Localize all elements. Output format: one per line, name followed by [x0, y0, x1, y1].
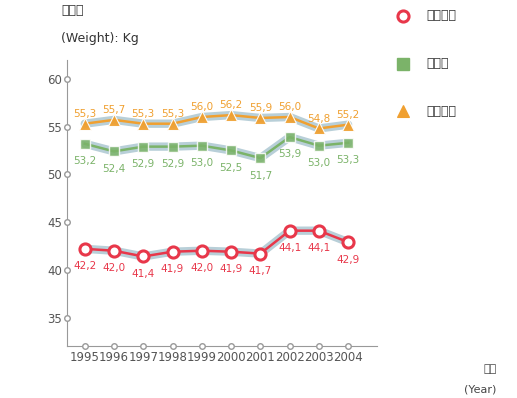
Text: 52,5: 52,5 — [219, 163, 242, 173]
Text: (Weight): Kg: (Weight): Kg — [61, 32, 139, 45]
Text: 42,0: 42,0 — [102, 263, 126, 273]
Text: 52,9: 52,9 — [161, 159, 184, 169]
Text: 51,7: 51,7 — [249, 170, 272, 181]
Text: 53,9: 53,9 — [278, 150, 301, 160]
Text: 53,3: 53,3 — [337, 155, 360, 165]
Text: 52,4: 52,4 — [102, 164, 126, 174]
Text: 53,0: 53,0 — [307, 158, 330, 168]
Text: 56,2: 56,2 — [219, 100, 242, 110]
Text: 41,9: 41,9 — [161, 264, 184, 274]
Text: 55,2: 55,2 — [337, 110, 360, 120]
Text: 55,3: 55,3 — [132, 109, 155, 119]
Text: 몸무게: 몸무게 — [61, 4, 84, 17]
Text: 55,3: 55,3 — [73, 109, 96, 119]
Text: 연도: 연도 — [483, 364, 496, 374]
Text: 55,3: 55,3 — [161, 109, 184, 119]
Text: 초등학교: 초등학교 — [427, 10, 457, 22]
Text: 41,4: 41,4 — [132, 269, 155, 279]
Text: 55,9: 55,9 — [249, 103, 272, 113]
Text: 55,7: 55,7 — [102, 105, 126, 115]
Text: 42,9: 42,9 — [337, 255, 360, 265]
Text: 56,0: 56,0 — [278, 102, 301, 112]
Text: 53,0: 53,0 — [190, 158, 214, 168]
Text: 고등학교: 고등학교 — [427, 105, 457, 118]
Text: 41,7: 41,7 — [249, 266, 272, 276]
Text: 41,9: 41,9 — [219, 264, 242, 274]
Text: 53,2: 53,2 — [73, 156, 96, 166]
Text: 44,1: 44,1 — [278, 243, 301, 253]
Text: 54,8: 54,8 — [307, 114, 330, 124]
Text: 42,0: 42,0 — [190, 263, 214, 273]
Text: 52,9: 52,9 — [132, 159, 155, 169]
Text: 중학교: 중학교 — [427, 57, 449, 70]
Text: 44,1: 44,1 — [307, 243, 330, 253]
Text: (Year): (Year) — [464, 384, 496, 394]
Text: 56,0: 56,0 — [190, 102, 214, 112]
Text: 42,2: 42,2 — [73, 261, 96, 271]
